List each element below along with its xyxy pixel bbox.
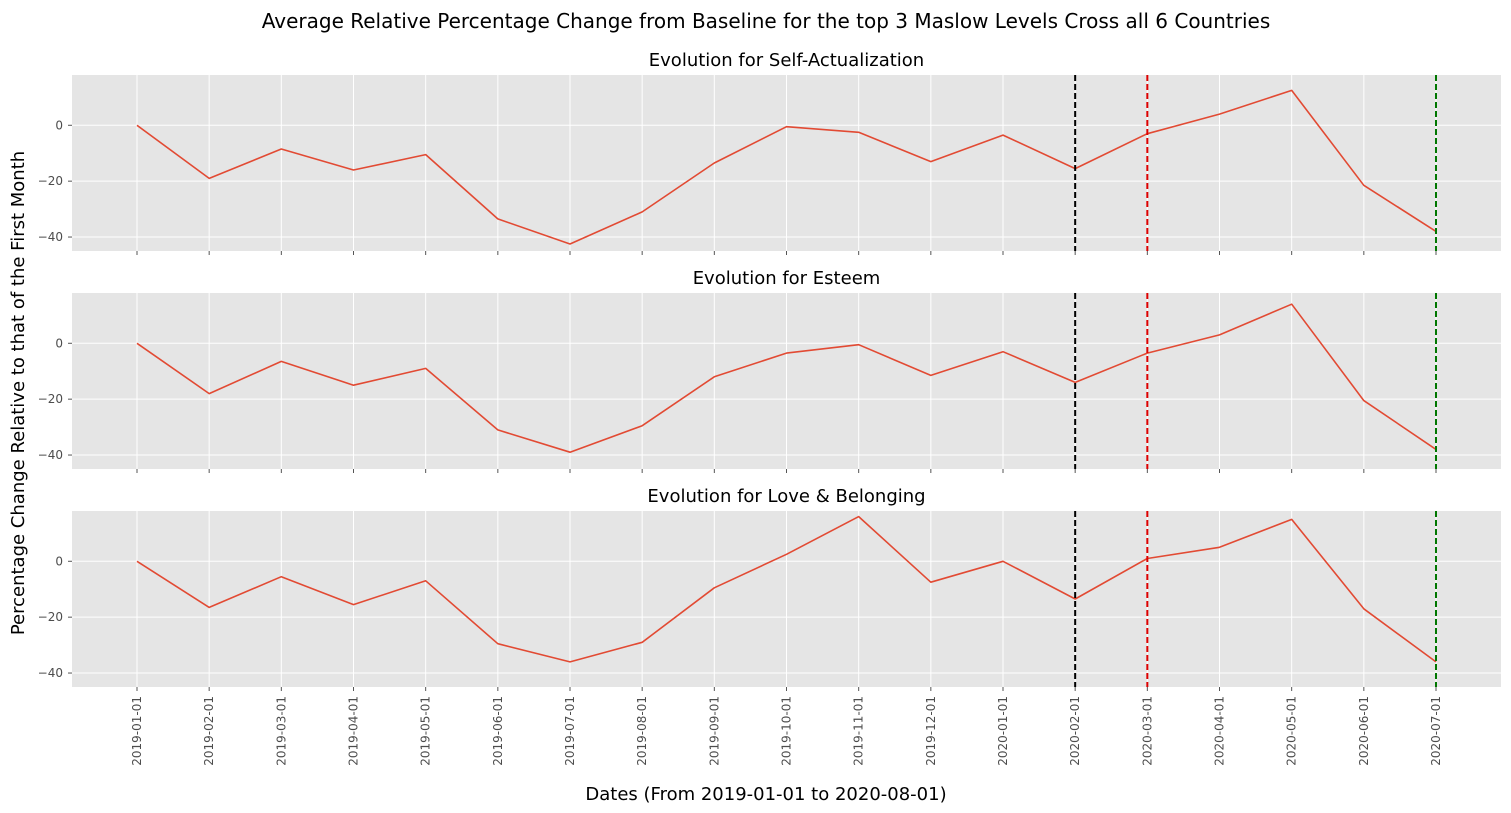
x-tick-label: 2019-01-01 [130,696,144,766]
x-tick-labels: 2019-01-01 2019-02-01 2019-03-01 2019-04-01… [130,696,1443,766]
x-tick-label: 2019-07-01 [563,696,577,766]
x-tick-label: 2020-06-01 [1357,696,1371,766]
x-axis-label: Dates (From 2019-01-01 to 2020-08-01) [585,784,946,805]
x-tick-label: 2019-12-01 [924,696,938,766]
series-line [136,89,1437,245]
x-tick-label: 2020-04-01 [1213,696,1227,766]
x-tick-label: 2019-05-01 [419,696,433,766]
panel-title: Evolution for Love & Belonging [647,486,925,507]
y-tick-label: −40 [38,666,63,680]
x-tick-label: 2019-06-01 [491,696,505,766]
y-tick-label: −20 [38,392,63,406]
panel-title: Evolution for Esteem [693,268,881,289]
x-tick-label: 2019-11-01 [852,696,866,766]
y-tick-label: −20 [38,174,63,188]
x-tick-label: 2020-02-01 [1068,696,1082,766]
x-tick-label: 2019-09-01 [707,696,721,766]
series-line [136,515,1437,663]
x-tick-label: 2020-05-01 [1285,696,1299,766]
y-tick-label: −20 [38,610,63,624]
y-tick-label: 0 [55,554,63,568]
panel-title: Evolution for Self-Actualization [649,50,924,71]
x-tick-label: 2019-02-01 [202,696,216,766]
y-tick-label: 0 [55,336,63,350]
panel-1: 0 −20 −40 Evolution for Self-Actualization [38,50,1501,255]
x-tick-label: 2019-03-01 [274,696,288,766]
y-tick-label: −40 [38,230,63,244]
y-axis-label: Percentage Change Relative to that of th… [8,151,29,635]
y-tick-label: 0 [55,118,63,132]
x-tick-label: 2019-04-01 [347,696,361,766]
x-tick-label: 2019-08-01 [635,696,649,766]
series-line [136,303,1437,454]
x-tick-label: 2019-10-01 [780,696,794,766]
x-tick-label: 2020-01-01 [996,696,1010,766]
x-tick-label: 2020-03-01 [1140,696,1154,766]
panel-3: 0 −20 −40 Evolution for Love & Belonging [38,486,1501,691]
figure-suptitle: Average Relative Percentage Change from … [262,9,1271,33]
panel-2: 0 −20 −40 Evolution for Esteem [38,268,1501,473]
x-tick-label: 2020-07-01 [1429,696,1443,766]
y-tick-label: −40 [38,448,63,462]
